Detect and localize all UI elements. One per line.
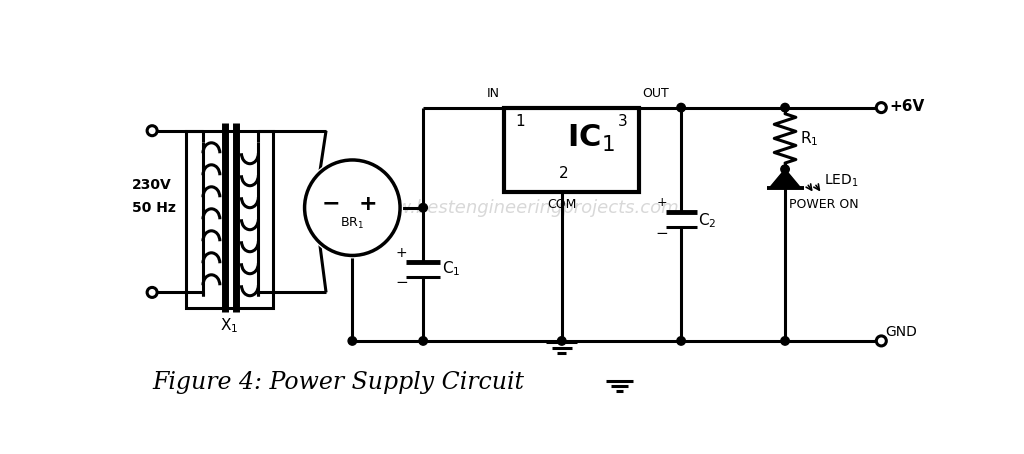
Circle shape [677,104,685,112]
Text: IC$_1$: IC$_1$ [567,123,614,154]
Bar [187,132,271,306]
Text: +6V: +6V [889,99,925,114]
Circle shape [557,337,566,345]
Circle shape [419,337,427,345]
Text: IN: IN [487,87,500,100]
Text: −: − [322,194,340,214]
Text: 230V: 230V [132,178,172,192]
Text: www.bestengineeringprojects.com: www.bestengineeringprojects.com [368,199,679,217]
Polygon shape [770,169,801,188]
Text: LED$_1$: LED$_1$ [823,173,858,189]
Text: R$_1$: R$_1$ [801,129,819,148]
Text: X$_1$: X$_1$ [220,316,239,335]
Text: 2: 2 [559,166,568,181]
Text: GND: GND [885,325,918,339]
Circle shape [781,337,790,345]
Bar [186,131,273,308]
Text: −: − [395,275,408,290]
Text: 50 Hz: 50 Hz [132,201,176,215]
Text: Figure 4: Power Supply Circuit: Figure 4: Power Supply Circuit [153,371,524,394]
Text: COM: COM [547,198,577,212]
Text: BR$_1$: BR$_1$ [340,216,365,231]
Text: 1: 1 [515,114,525,129]
Circle shape [419,203,427,212]
Circle shape [147,287,157,297]
Circle shape [348,337,356,345]
Text: +: + [396,246,408,260]
Text: +: + [358,194,377,214]
Bar [504,108,639,192]
Text: 3: 3 [617,114,628,129]
Text: C$_1$: C$_1$ [442,259,461,277]
Text: POWER ON: POWER ON [788,198,858,211]
Circle shape [877,336,887,346]
Circle shape [781,165,790,173]
Text: C$_2$: C$_2$ [698,211,717,230]
Circle shape [147,126,157,136]
Text: OUT: OUT [643,87,670,100]
Text: −: − [655,226,669,241]
Text: +: + [656,196,668,209]
Bar [504,108,639,192]
Circle shape [877,103,887,113]
Circle shape [677,337,685,345]
Circle shape [302,158,402,258]
Circle shape [781,104,790,112]
